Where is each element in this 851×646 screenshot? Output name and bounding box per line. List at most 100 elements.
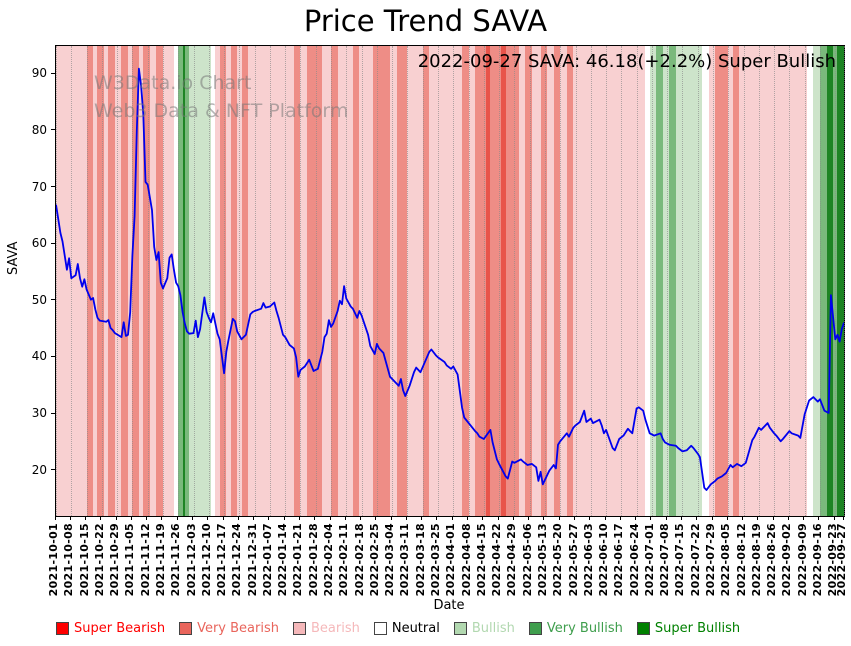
x-tick-label: 2022-03-18 [413, 523, 427, 597]
y-tick-mark [51, 469, 55, 471]
y-tick-mark [51, 72, 55, 74]
legend-item-neutral: Neutral [373, 621, 440, 636]
x-tick-mark [54, 516, 56, 520]
x-tick-mark [482, 516, 484, 520]
gridline [437, 46, 439, 516]
x-tick-label: 2022-02-18 [352, 523, 366, 597]
sentiment-band-bearish [128, 46, 133, 516]
sentiment-band-super_bearish [486, 46, 491, 516]
sentiment-band-bullish [813, 46, 820, 516]
sentiment-band-super_bullish [837, 46, 844, 516]
x-tick-label: 2022-03-11 [398, 523, 412, 597]
x-tick-label: 2022-06-24 [627, 523, 641, 597]
gridline [499, 46, 501, 516]
x-tick-mark [589, 516, 591, 520]
gridline [590, 46, 592, 516]
neutral-swatch-icon [373, 622, 387, 635]
x-tick-mark [130, 516, 132, 520]
sentiment-band-very_bullish [656, 46, 663, 516]
gridline [269, 46, 271, 516]
x-tick-mark [314, 516, 316, 520]
x-tick-label: 2022-07-29 [704, 523, 718, 597]
sentiment-band-very_bearish [121, 46, 129, 516]
gridline [86, 46, 88, 516]
x-tick-mark [842, 516, 844, 520]
x-tick-mark [497, 516, 499, 520]
gridline [758, 46, 760, 516]
gridline [713, 46, 715, 516]
legend-item-bearish: Bearish [292, 621, 360, 636]
y-tick-label: 50 [31, 292, 47, 307]
sentiment-band-neutral [645, 46, 650, 516]
x-tick-label: 2022-05-20 [551, 523, 565, 597]
x-tick-mark [726, 516, 728, 520]
gridline [606, 46, 608, 516]
sentiment-band-very_bearish [475, 46, 486, 516]
y-tick-label: 60 [31, 236, 47, 251]
legend-label: Bullish [471, 621, 515, 636]
y-tick-mark [51, 129, 55, 131]
gridline [392, 46, 394, 516]
sentiment-band-very_bearish [293, 46, 301, 516]
gridline [636, 46, 638, 516]
sentiment-legend: Super Bearish Very Bearish Bearish Neutral B… [56, 621, 740, 636]
x-tick-label: 2022-05-06 [520, 523, 534, 597]
y-tick-label: 30 [31, 406, 47, 421]
x-tick-mark [421, 516, 423, 520]
gridline [789, 46, 791, 516]
x-tick-mark [100, 516, 102, 520]
y-tick-mark [51, 299, 55, 301]
legend-label: Very Bullish [546, 621, 623, 636]
x-tick-mark [69, 516, 71, 520]
x-tick-label: 2021-10-01 [47, 523, 60, 597]
gridline [774, 46, 776, 516]
x-tick-label: 2022-06-10 [597, 523, 611, 597]
sentiment-band-very_bearish [525, 46, 532, 516]
x-tick-label: 2022-04-08 [459, 523, 473, 597]
x-tick-mark [467, 516, 469, 520]
y-tick-label: 90 [31, 66, 47, 81]
gridline [560, 46, 562, 516]
x-tick-mark [192, 516, 194, 520]
x-tick-label: 2022-05-13 [535, 523, 549, 597]
gridline [300, 46, 302, 516]
gridline [147, 46, 149, 516]
gridline [224, 46, 226, 516]
legend-label: Super Bullish [654, 621, 741, 636]
sentiment-band-bearish [739, 46, 807, 516]
legend-label: Very Bearish [197, 621, 279, 636]
x-tick-label: 2021-12-31 [245, 523, 259, 597]
very-bullish-swatch-icon [528, 622, 542, 635]
x-tick-label: 2021-10-22 [92, 523, 106, 597]
x-tick-mark [772, 516, 774, 520]
sentiment-band-bearish [359, 46, 373, 516]
x-tick-mark [711, 516, 713, 520]
x-tick-label: 2022-07-22 [688, 523, 702, 597]
gridline [697, 46, 699, 516]
x-tick-mark [222, 516, 224, 520]
gridline [315, 46, 317, 516]
sentiment-band-bearish [531, 46, 541, 516]
x-tick-mark [757, 516, 759, 520]
bearish-swatch-icon [292, 622, 306, 635]
x-tick-mark [405, 516, 407, 520]
x-tick-mark [619, 516, 621, 520]
x-tick-mark [665, 516, 667, 520]
gridline [819, 46, 821, 516]
gridline [514, 46, 516, 516]
gridline [132, 46, 134, 516]
sentiment-band-bearish [114, 46, 122, 516]
x-tick-mark [176, 516, 178, 520]
gridline [844, 46, 845, 516]
sentiment-band-bearish [138, 46, 144, 516]
x-tick-mark [787, 516, 789, 520]
x-tick-label: 2022-03-25 [428, 523, 442, 597]
y-tick-label: 40 [31, 349, 47, 364]
sentiment-band-very_bearish [566, 46, 574, 516]
sentiment-band-bearish [215, 46, 220, 516]
x-tick-label: 2022-01-21 [291, 523, 305, 597]
x-tick-mark [451, 516, 453, 520]
sentiment-band-bearish [93, 46, 98, 516]
x-tick-mark [512, 516, 514, 520]
